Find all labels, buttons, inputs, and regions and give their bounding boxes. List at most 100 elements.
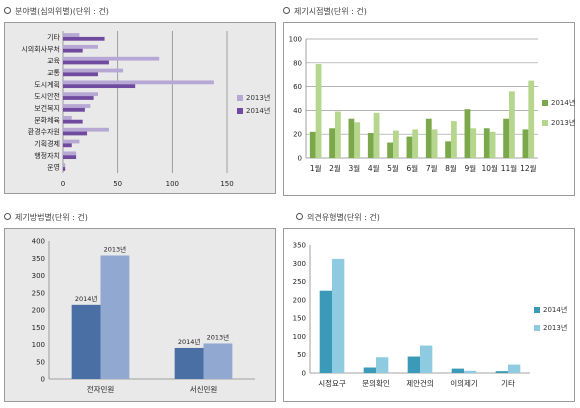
bar: [309, 131, 316, 158]
bar: [63, 107, 85, 112]
month-chart-panel: 0 20 40 60 80 100 1월 2월 3월 4월 5월 6월 7월 8월 9월 10월 11월 12월 …: [283, 22, 575, 196]
circle-bullet-icon: [4, 7, 11, 14]
bar: [509, 91, 515, 158]
bar: [100, 255, 130, 379]
y-tick-label: 50: [297, 351, 306, 359]
y-tick-label: 300: [293, 260, 306, 268]
category-label: 보건복지: [34, 103, 60, 112]
bar: [63, 167, 66, 171]
y-tick-label: 150: [32, 324, 45, 332]
category-label: 제안건의: [406, 378, 434, 388]
bar: [508, 364, 521, 373]
bar: [63, 163, 66, 168]
bar: [445, 141, 451, 158]
bar: [464, 109, 471, 158]
category-label: 11월: [501, 163, 518, 173]
category-label: 운영: [47, 163, 60, 172]
bar: [464, 370, 477, 373]
bar: [495, 371, 508, 373]
method-bar-chart: 0 50 100 150 200 250 300 350 400 전자민원 2014년 2013년서신…: [32, 238, 255, 394]
bar: [63, 104, 91, 108]
method-chart-panel: 0 50 100 150 200 250 300 350 400 전자민원 2014년 2013년 서신…: [4, 228, 276, 402]
legend-item: 2014년: [237, 104, 270, 117]
legend-swatch: [534, 325, 540, 331]
y-tick-label: 60: [293, 83, 302, 91]
x-tick-label: 50: [113, 180, 122, 188]
legend-swatch: [237, 107, 243, 114]
category-label: 3월: [348, 163, 360, 173]
bar: [71, 304, 101, 379]
bar: [63, 80, 214, 85]
category-label: 7월: [426, 163, 438, 173]
bar: [483, 128, 490, 158]
circle-bullet-icon: [283, 7, 290, 14]
bar: [63, 119, 83, 124]
field-bar-chart: 0 50 100 150 기타시의회사무처교육교통도시계획도시안전보건복지문화체육환경수…: [21, 31, 234, 188]
category-label: 12월: [520, 163, 537, 173]
y-tick-label: 350: [32, 255, 45, 263]
bar: [420, 345, 433, 373]
bar: [63, 56, 160, 61]
bar: [367, 133, 374, 158]
bar: [315, 63, 322, 158]
y-tick-label: 100: [289, 36, 302, 44]
category-label: 교통: [47, 69, 60, 77]
bar: [412, 129, 419, 158]
category-label: 서신민원: [190, 384, 218, 394]
bar: [329, 128, 335, 158]
y-tick-label: 150: [293, 315, 306, 323]
category-label: 2월: [329, 163, 341, 173]
category-label: 기획경제: [34, 139, 60, 148]
bar: [174, 347, 204, 379]
bar: [522, 129, 529, 158]
legend-item: 2013년: [237, 91, 270, 104]
y-tick-label: 200: [32, 307, 45, 315]
bar: [503, 118, 509, 158]
bar: [373, 112, 380, 158]
type-bar-chart: 0 50 100 150 200 250 300 350 시정요구 문의확인 제안건의 이의제기 기타: [293, 242, 530, 388]
category-label: 문화체육: [34, 116, 60, 124]
series-data-label: 2013년: [104, 244, 127, 253]
legend-item: 2013년: [542, 113, 575, 133]
y-tick-label: 100: [293, 333, 306, 341]
y-tick-label: 350: [293, 242, 306, 250]
bar: [63, 155, 77, 160]
category-label: 기타: [47, 32, 60, 41]
category-label: 문의확인: [362, 378, 390, 388]
bar: [63, 96, 94, 100]
y-tick-label: 20: [293, 131, 302, 139]
bar: [203, 343, 233, 379]
field-chart-legend: 2013년 2014년: [237, 91, 270, 117]
bar: [63, 143, 72, 148]
bar: [319, 290, 332, 373]
bar: [489, 131, 496, 158]
bar: [63, 115, 72, 120]
month-chart-title: 제기시점별(단위 : 건): [283, 6, 367, 17]
circle-bullet-icon: [4, 213, 11, 220]
bar: [63, 44, 98, 49]
bar: [63, 48, 83, 53]
series-data-label: 2013년: [207, 332, 230, 341]
legend-swatch: [542, 120, 548, 126]
legend-swatch: [534, 307, 540, 313]
bar: [63, 36, 105, 41]
y-tick-label: 80: [293, 59, 302, 67]
bar: [354, 122, 361, 158]
category-label: 이의제기: [450, 378, 478, 388]
bar: [348, 118, 355, 158]
bar: [451, 368, 464, 373]
category-label: 1월: [310, 163, 322, 173]
category-label: 행정자치: [34, 151, 60, 160]
bar: [63, 127, 109, 132]
category-label: 5월: [387, 163, 399, 173]
x-tick-label: 150: [220, 180, 233, 188]
bar: [63, 151, 77, 156]
circle-bullet-icon: [296, 213, 303, 220]
bar: [431, 129, 438, 158]
category-label: 8월: [445, 163, 457, 173]
y-tick-label: 50: [36, 358, 45, 366]
type-chart-panel: 0 50 100 150 200 250 300 350 시정요구 문의확인 제안건의 이의제기 기타 …: [283, 228, 575, 402]
bar: [63, 84, 136, 89]
category-label: 시의회사무처: [21, 44, 60, 53]
legend-item: 2013년: [534, 319, 567, 337]
